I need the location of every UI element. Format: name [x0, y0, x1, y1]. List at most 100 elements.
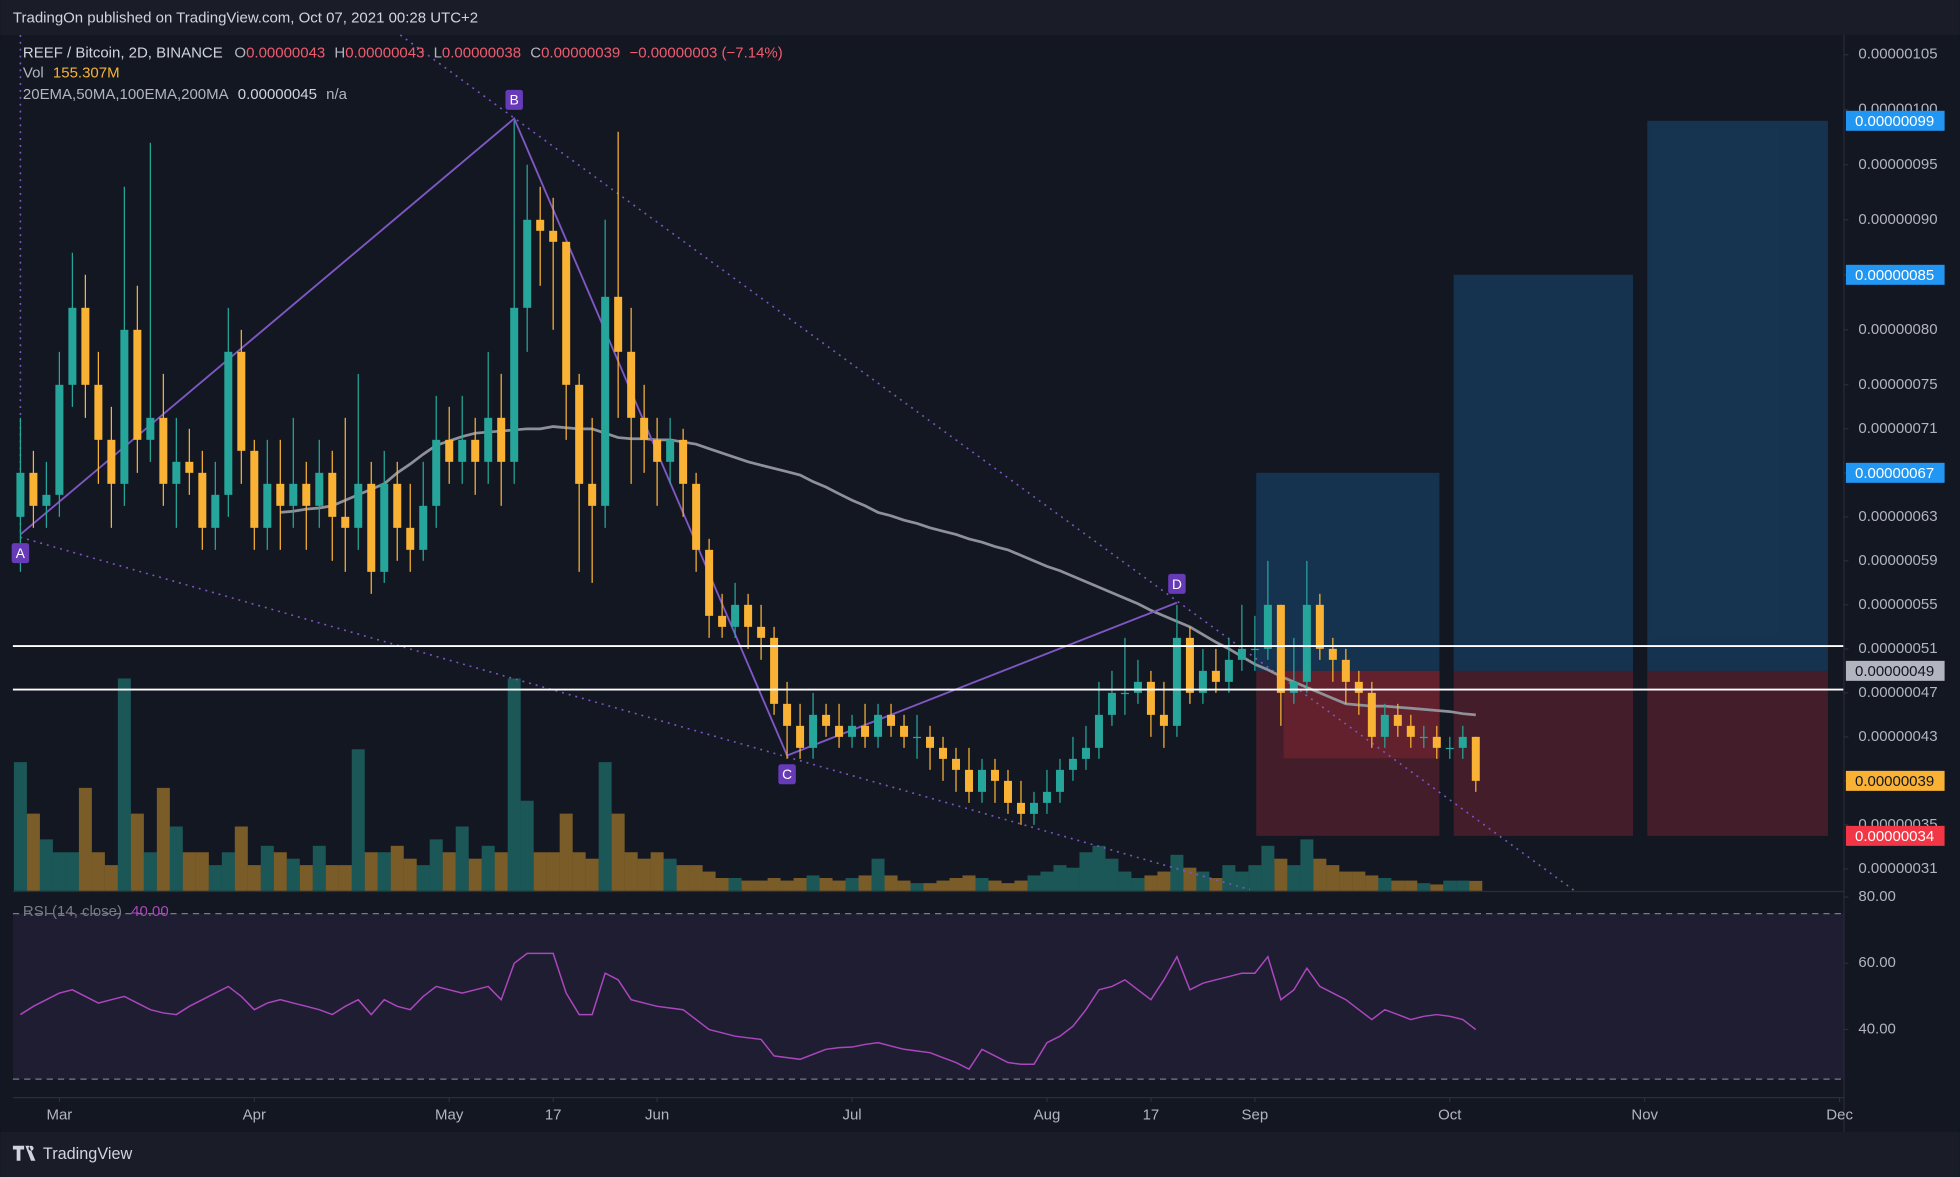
volume-bar [572, 852, 586, 891]
volume-bar [1300, 839, 1314, 891]
x-tick-label: Mar [46, 1107, 72, 1124]
pattern-label: D [1172, 577, 1182, 592]
volume-bar [494, 852, 508, 891]
rsi-pane [12, 892, 1844, 1098]
drawing-layer [19, 34, 1576, 1071]
y-tick-label: 0.00000080 [1858, 321, 1937, 338]
candle-body [497, 417, 506, 462]
pattern-label: A [16, 546, 26, 561]
volume-bar [104, 865, 118, 891]
volume-bar [897, 880, 911, 891]
candle-body [536, 219, 545, 231]
volume-bar [1196, 871, 1210, 891]
x-tick-label: May [435, 1107, 464, 1124]
volume-bar [767, 877, 781, 891]
volume-bar [273, 852, 287, 891]
candle-body [1302, 604, 1311, 682]
volume-bar [910, 883, 924, 891]
pattern-label-box [1168, 573, 1186, 594]
volume-bar [390, 845, 404, 891]
volume-bar [1274, 858, 1288, 891]
volume-bar [351, 749, 365, 891]
y-tick-label: 0.00000043 [1858, 728, 1937, 745]
y-tick-label: 0.00000090 [1858, 211, 1937, 228]
price-label-box [1845, 660, 1945, 681]
candle-body [367, 483, 376, 572]
volume-bar [13, 762, 27, 891]
x-tick-label: Jul [842, 1107, 861, 1124]
pattern-point: D [1168, 573, 1186, 594]
legend-value: 0.00000045 [238, 86, 317, 103]
axis-layer: 80.0060.0040.000.000001050.000001000.000… [46, 46, 1945, 1124]
candle-body [146, 417, 155, 440]
volume-bar [689, 865, 703, 891]
volume-bar [728, 877, 742, 891]
pattern-label: B [510, 93, 519, 108]
candle-body [471, 439, 480, 462]
candle-body [1315, 604, 1324, 649]
rsi-tick-label: 80.00 [1858, 888, 1896, 905]
pattern-line [19, 117, 1178, 757]
volume-bar [312, 845, 326, 891]
volume-bar [1053, 865, 1067, 891]
candle-body [601, 296, 610, 506]
candle-body [1172, 637, 1181, 726]
volume-bar [429, 839, 443, 891]
candle-body [588, 483, 597, 506]
volume-bar [26, 813, 40, 891]
volume-bar [78, 787, 92, 891]
volume-bar [1313, 858, 1327, 891]
volume-bar [442, 852, 456, 891]
candle-body [731, 604, 740, 627]
volume-bar [533, 852, 547, 891]
candle-body [796, 725, 805, 748]
pattern-label-box [778, 764, 796, 785]
candle-body [16, 472, 25, 517]
candle-body [120, 329, 129, 484]
legend-volume: Vol 155.307M [23, 65, 120, 82]
candle-body [1224, 659, 1233, 682]
candle-body [1159, 714, 1168, 726]
target-zone [1647, 120, 1828, 671]
candle-body [874, 714, 883, 737]
candle-body [55, 384, 64, 495]
candle-body [29, 472, 38, 506]
legend-value: 0.00000043 [345, 45, 424, 62]
candle-body [1471, 736, 1480, 781]
pattern-label: C [782, 767, 792, 782]
volume-bar [754, 880, 768, 891]
legend-value: 0.00000043 [246, 45, 325, 62]
stop-zone [1256, 670, 1440, 836]
back-layer [12, 120, 1844, 1080]
candle-body [627, 351, 636, 418]
candle-body [900, 725, 909, 737]
volume-bar [1209, 877, 1223, 891]
volume-bar [1287, 865, 1301, 891]
candle-body [835, 725, 844, 737]
candle-body [783, 703, 792, 726]
volume-bar [338, 865, 352, 891]
x-tick-label: Sep [1242, 1107, 1269, 1124]
x-tick-label: Apr [243, 1107, 266, 1124]
volume-bar [182, 852, 196, 891]
price-label: 0.00000034 [1855, 828, 1934, 845]
volume-bar [1443, 880, 1457, 891]
volume-bar [1235, 871, 1249, 891]
candle-body [990, 769, 999, 781]
candle-body [289, 483, 298, 506]
candle-body [211, 494, 220, 528]
volume-bar [975, 877, 989, 891]
volume-bar [130, 813, 144, 891]
volume-bar [858, 875, 872, 891]
volume-bar [481, 845, 495, 891]
x-tick-label: 17 [1143, 1107, 1160, 1124]
volume-bar [1248, 865, 1262, 891]
volume-bar [1261, 845, 1275, 891]
candle-body [1250, 648, 1259, 651]
candle-body [198, 472, 207, 528]
candle-body [913, 736, 922, 739]
candle-body [666, 439, 675, 462]
legend-key: L [434, 45, 442, 62]
candle-body [81, 307, 90, 385]
rsi-tick-label: 40.00 [1858, 1020, 1896, 1037]
